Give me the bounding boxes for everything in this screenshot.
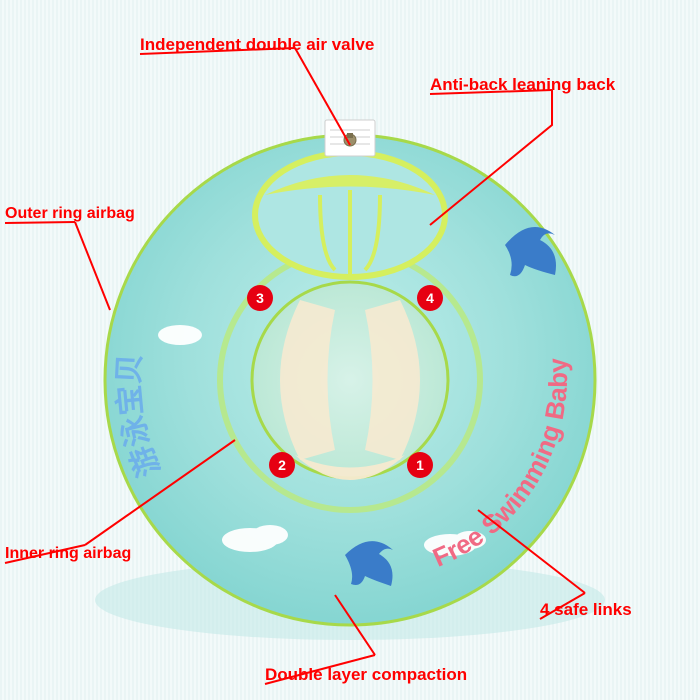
backrest-pillow — [255, 153, 445, 277]
badge-2: 2 — [269, 452, 295, 478]
leader-independent-valve — [295, 48, 350, 145]
diagram-svg: Free Swimming Baby 游泳宝贝 — [0, 0, 700, 700]
infographic-stage: Free Swimming Baby 游泳宝贝 1 2 3 4 Independent… — [0, 0, 700, 700]
callout-independent-valve: Independent double air valve — [140, 35, 374, 55]
badge-3: 3 — [247, 285, 273, 311]
badge-1: 1 — [407, 452, 433, 478]
badge-4: 4 — [417, 285, 443, 311]
callout-outer-ring: Outer ring airbag — [5, 205, 135, 223]
leader-outer-ring — [75, 222, 110, 310]
callout-double-layer: Double layer compaction — [265, 665, 467, 685]
callout-anti-back: Anti-back leaning back — [430, 75, 615, 95]
callout-inner-ring: Inner ring airbag — [5, 545, 131, 563]
callout-safe-links: 4 safe links — [540, 600, 632, 620]
